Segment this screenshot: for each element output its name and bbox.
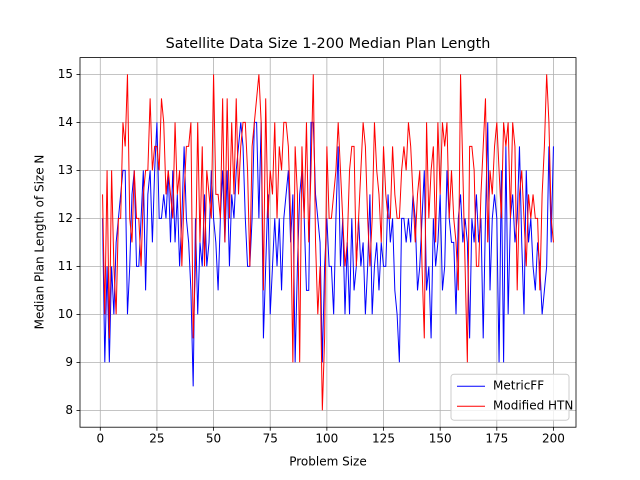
axes-frame (79, 57, 577, 428)
y-tick-label: 9 (65, 355, 73, 369)
x-tick-label: 25 (149, 432, 164, 446)
x-tick-label: 125 (372, 432, 395, 446)
x-axis-label: Problem Size (289, 455, 367, 469)
y-tick-label: 15 (58, 67, 73, 81)
legend: MetricFF Modified HTN (450, 373, 573, 421)
x-tick-label: 175 (485, 432, 508, 446)
series-line (102, 121, 554, 387)
legend-label: Modified HTN (493, 399, 573, 413)
legend-label: MetricFF (493, 379, 544, 393)
x-tick-label: 0 (96, 432, 104, 446)
plot-area (102, 74, 554, 411)
x-tick-label: 50 (206, 432, 221, 446)
y-tick-label: 8 (65, 403, 73, 417)
y-tick-label: 12 (58, 211, 73, 225)
series-line (102, 74, 554, 411)
y-tick-label: 11 (58, 259, 73, 273)
y-tick-label: 10 (58, 307, 73, 321)
y-axis-label: Median Plan Length of Size N (33, 155, 47, 330)
y-tick-label: 13 (58, 163, 73, 177)
x-tick-label: 200 (542, 432, 565, 446)
x-tick-label: 150 (429, 432, 452, 446)
y-tick-label: 14 (58, 115, 73, 129)
x-tick-label: 75 (263, 432, 278, 446)
x-tick-label: 100 (315, 432, 338, 446)
chart-title: Satellite Data Size 1-200 Median Plan Le… (166, 36, 491, 52)
